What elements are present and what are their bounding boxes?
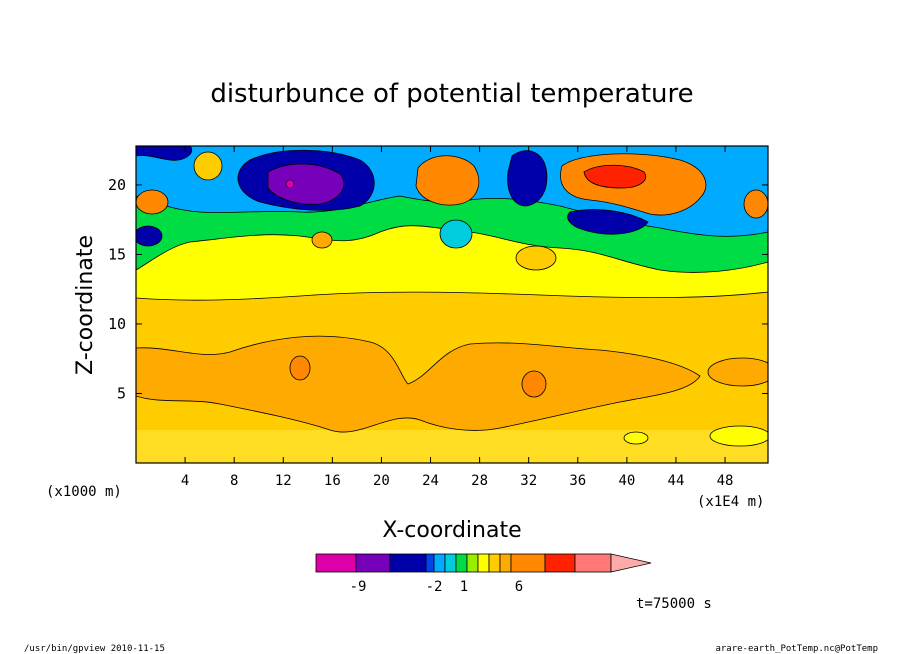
orange-cell-far-right — [743, 189, 768, 219]
colorbar-swatch — [477, 553, 490, 573]
y-tick-label: 10 — [108, 315, 126, 333]
red-cell — [583, 164, 647, 189]
cyan-pocket — [439, 219, 473, 249]
colorbar-swatch — [510, 553, 546, 573]
orange-cell-mid — [415, 155, 480, 206]
time-label: t=75000 s — [636, 596, 712, 612]
colorbar-swatch — [389, 553, 427, 573]
yellow-pocket-2 — [515, 245, 557, 271]
colorbar-label: 6 — [515, 579, 523, 595]
colorbar-label: 1 — [460, 579, 468, 595]
colorbar-swatch — [544, 553, 576, 573]
colorbar-swatch — [355, 553, 391, 573]
x-tick-label: 24 — [422, 473, 439, 489]
y-axis-label: Z-coordinate — [73, 235, 98, 375]
blue-strip-top — [136, 146, 193, 161]
orange-mid-region — [136, 335, 701, 433]
y-tick-label: 20 — [108, 176, 126, 194]
x-tick-label: 4 — [181, 473, 189, 489]
colorbar-label: -2 — [426, 579, 443, 595]
colorbar-swatch — [425, 553, 435, 573]
y-tick-label: 15 — [108, 245, 126, 263]
x-scale-label: (x1E4 m) — [697, 494, 764, 510]
x-axis-label: X-coordinate — [382, 518, 521, 543]
colorbar-label: -9 — [350, 579, 367, 595]
colorbar-swatch — [574, 553, 612, 573]
plot-frame — [135, 145, 769, 464]
colorbar-swatch — [444, 553, 457, 573]
colorbar-arrow — [610, 553, 652, 573]
x-axis-ticks: 4 8 12 16 20 24 28 32 36 40 44 48 — [181, 146, 734, 489]
x-tick-label: 36 — [569, 473, 586, 489]
x-tick-label: 8 — [230, 473, 238, 489]
orange-core-2 — [521, 370, 547, 398]
colorbar-swatch — [466, 553, 479, 573]
x-tick-label: 20 — [373, 473, 390, 489]
bright-patch-2 — [709, 425, 768, 447]
x-tick-label: 12 — [275, 473, 292, 489]
colorbar-swatch — [455, 553, 468, 573]
chart-title: disturbunce of potential temperature — [210, 79, 693, 109]
orange-cell-edge — [136, 189, 169, 215]
y-axis-ticks: 5 10 15 20 — [108, 176, 768, 402]
footer-right: arare-earth_PotTemp.nc@PotTemp — [715, 644, 878, 654]
x-tick-label: 48 — [717, 473, 734, 489]
colorbar-swatch — [488, 553, 501, 573]
orange-core-1 — [289, 355, 311, 381]
x-tick-label: 28 — [471, 473, 488, 489]
orange-pocket — [311, 231, 333, 249]
x-tick-label: 40 — [618, 473, 635, 489]
colorbar — [315, 553, 652, 573]
x-tick-label: 32 — [520, 473, 537, 489]
purple-cell — [267, 163, 345, 205]
blue-cell-mid — [507, 150, 548, 207]
x-tick-label: 16 — [324, 473, 341, 489]
colorbar-swatch — [315, 553, 357, 573]
colorbar-labels: -9 -2 1 6 — [350, 579, 524, 595]
x-unit-label: (x1000 m) — [46, 484, 122, 500]
footer-left: /usr/bin/gpview 2010-11-15 — [24, 644, 165, 654]
yellow-pocket — [193, 151, 223, 181]
y-tick-label: 5 — [117, 384, 126, 402]
blue-cell-right — [567, 209, 649, 235]
plot-area — [136, 146, 768, 463]
lower-yellow-band — [136, 430, 768, 463]
colorbar-swatch — [499, 553, 512, 573]
magenta-core — [285, 179, 295, 189]
colorbar-swatch — [433, 553, 446, 573]
x-tick-label: 44 — [668, 473, 685, 489]
bright-patch-1 — [623, 431, 649, 445]
orange-patch-right — [707, 357, 768, 387]
blue-cell-edge — [136, 225, 163, 247]
